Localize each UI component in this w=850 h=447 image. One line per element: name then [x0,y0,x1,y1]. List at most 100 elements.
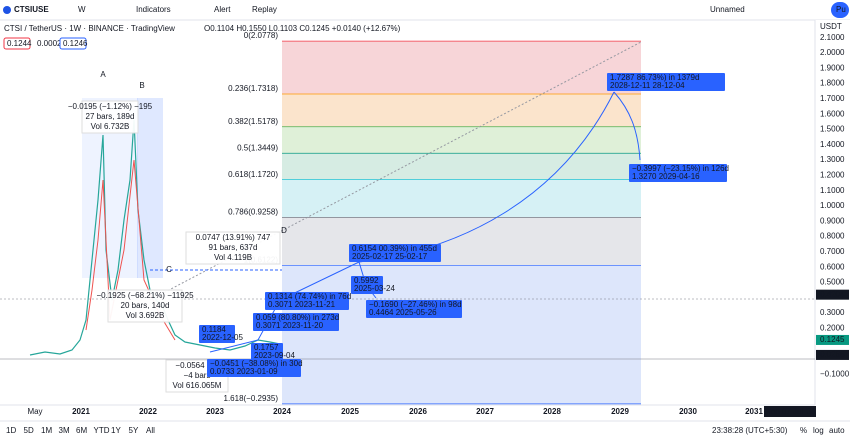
fib-zone [282,217,641,266]
projection-label [251,343,283,361]
wave-letter: B [139,81,144,90]
spread: 0.0002 [37,39,62,48]
price-label: −0.1000 [820,369,850,378]
price-label: 0.7000 [820,247,845,256]
measure-text: Vol 616.065M [173,381,222,390]
range-button[interactable]: 6M [76,426,87,435]
fib-label: 0.382(1.5178) [228,117,278,126]
range-button[interactable]: 1Y [111,426,121,435]
projection-text: 2022-12-05 [202,333,243,342]
wave-letter: A [100,70,106,79]
price-label: 1.2000 [820,171,845,180]
fib-label: 0(2.0778) [244,31,279,40]
range-button[interactable]: 5Y [129,426,139,435]
fib-zone [282,41,641,95]
measure-box [185,231,281,265]
projection-text: 0.1757 [254,343,279,352]
auto-toggle[interactable]: auto [829,426,845,435]
price-label: 1.7000 [820,94,845,103]
current-price: 0.1245 [820,335,845,344]
projection-text: 0.0733 2023-01-09 [210,367,278,376]
measure-text: 0.0747 (13.91%) 747 [196,233,271,242]
time-label: May [27,407,42,416]
base-price-tag [816,349,849,360]
projection-label [265,292,349,310]
fib-zone [282,179,641,218]
time-crosshair: Mon 07 Jul '31 [764,407,816,416]
fib-label: 1.618(−0.2935) [224,394,279,403]
fib-label: 0.236(1.7318) [228,84,278,93]
ask-box[interactable] [59,37,87,50]
replay-button[interactable]: Replay [252,5,277,14]
price-label: 1.9000 [820,63,845,72]
projection-text: 0.5992 [354,276,379,285]
crosshair-price: 0.4204 [820,290,845,299]
projection-label [629,164,727,182]
bid-box[interactable] [3,37,31,50]
projection-text: 0.4464 2025-05-26 [369,308,437,317]
price-label: 0.3000 [820,308,845,317]
projection-text: 0.3071 2023-11-20 [256,321,324,330]
fib-zone [282,126,641,154]
range-b [137,98,163,278]
measure-text: 27 bars, 189d [86,112,135,121]
projection-text: 2023-09-04 [254,351,295,360]
projection-text: −0.1690 (−27.46%) in 98d [369,300,462,309]
log-toggle[interactable]: log [813,426,824,435]
bid: 0.1244 [7,39,32,48]
time-label: 2026 [409,407,427,416]
profile: Pu [836,5,846,14]
symbol[interactable]: CTSIUSE [14,5,49,14]
price-history [29,119,281,356]
projection-label [366,300,462,318]
measure-box [107,289,183,323]
measure-text: −0.1925 (−68.21%) −11925 [96,291,194,300]
measure-text: 20 bars, 140d [121,301,170,310]
fib-zone [282,94,641,127]
price-label: 0.6000 [820,262,845,271]
range-button[interactable]: 5D [24,426,34,435]
wave-letter: D [281,226,287,235]
range-button[interactable]: 1M [41,426,52,435]
price-label: 1.4000 [820,140,845,149]
price-label: 1.3000 [820,155,845,164]
interval[interactable]: W [78,5,86,14]
projection-text: 0.059 (80.80%) in 273d [256,313,339,322]
range-button[interactable]: 1D [6,426,16,435]
measure-text: −0.0564 (−3 [175,361,219,370]
projection-text: 0.1184 [202,325,226,334]
time-label: 2023 [206,407,224,416]
price-label: 1.1000 [820,186,845,195]
projection-label [607,73,725,91]
layout-name[interactable]: Unnamed [710,5,745,14]
profile-button[interactable] [831,2,849,18]
alert-button[interactable]: Alert [214,5,231,14]
chart-title: CTSI / TetherUS · 1W · BINANCE · Trading… [4,24,175,33]
projection-text: 0.3071 2023-11-21 [268,300,336,309]
time-label: 2024 [273,407,291,416]
projection-text: 0.1314 (74.74%) in 76d [268,292,351,301]
range-button[interactable]: YTD [94,426,110,435]
range-button[interactable]: All [146,426,155,435]
ohlc: O0.1104 H0.1550 L0.1103 C0.1245 +0.0140 … [204,24,401,33]
time-label: 2025 [341,407,359,416]
fib-label: 0.5(1.3449) [237,143,278,152]
range-button[interactable]: 3M [59,426,70,435]
projection-text: 2028-12-11 28-12-04 [610,81,685,90]
measure-text: Vol 4.119B [214,253,252,262]
projection-label [349,244,441,262]
indicators-button[interactable]: Indicators [136,5,171,14]
crosshair-price-tag [816,289,849,300]
measure-text: −4 bars [184,371,211,380]
time-crosshair-tag [764,406,816,417]
projection-text: 2025-03-24 [354,284,395,293]
time-label: 2027 [476,407,494,416]
projection-label [253,313,339,331]
price-label: 0.5000 [820,278,845,287]
percent-toggle[interactable]: % [800,426,807,435]
time-label: 2029 [611,407,629,416]
projection-text: −0.0451 (−38.08%) in 30d [210,359,303,368]
top-toolbar [0,0,850,20]
time-label: 2031 [745,407,763,416]
price-label: 1.8000 [820,79,845,88]
